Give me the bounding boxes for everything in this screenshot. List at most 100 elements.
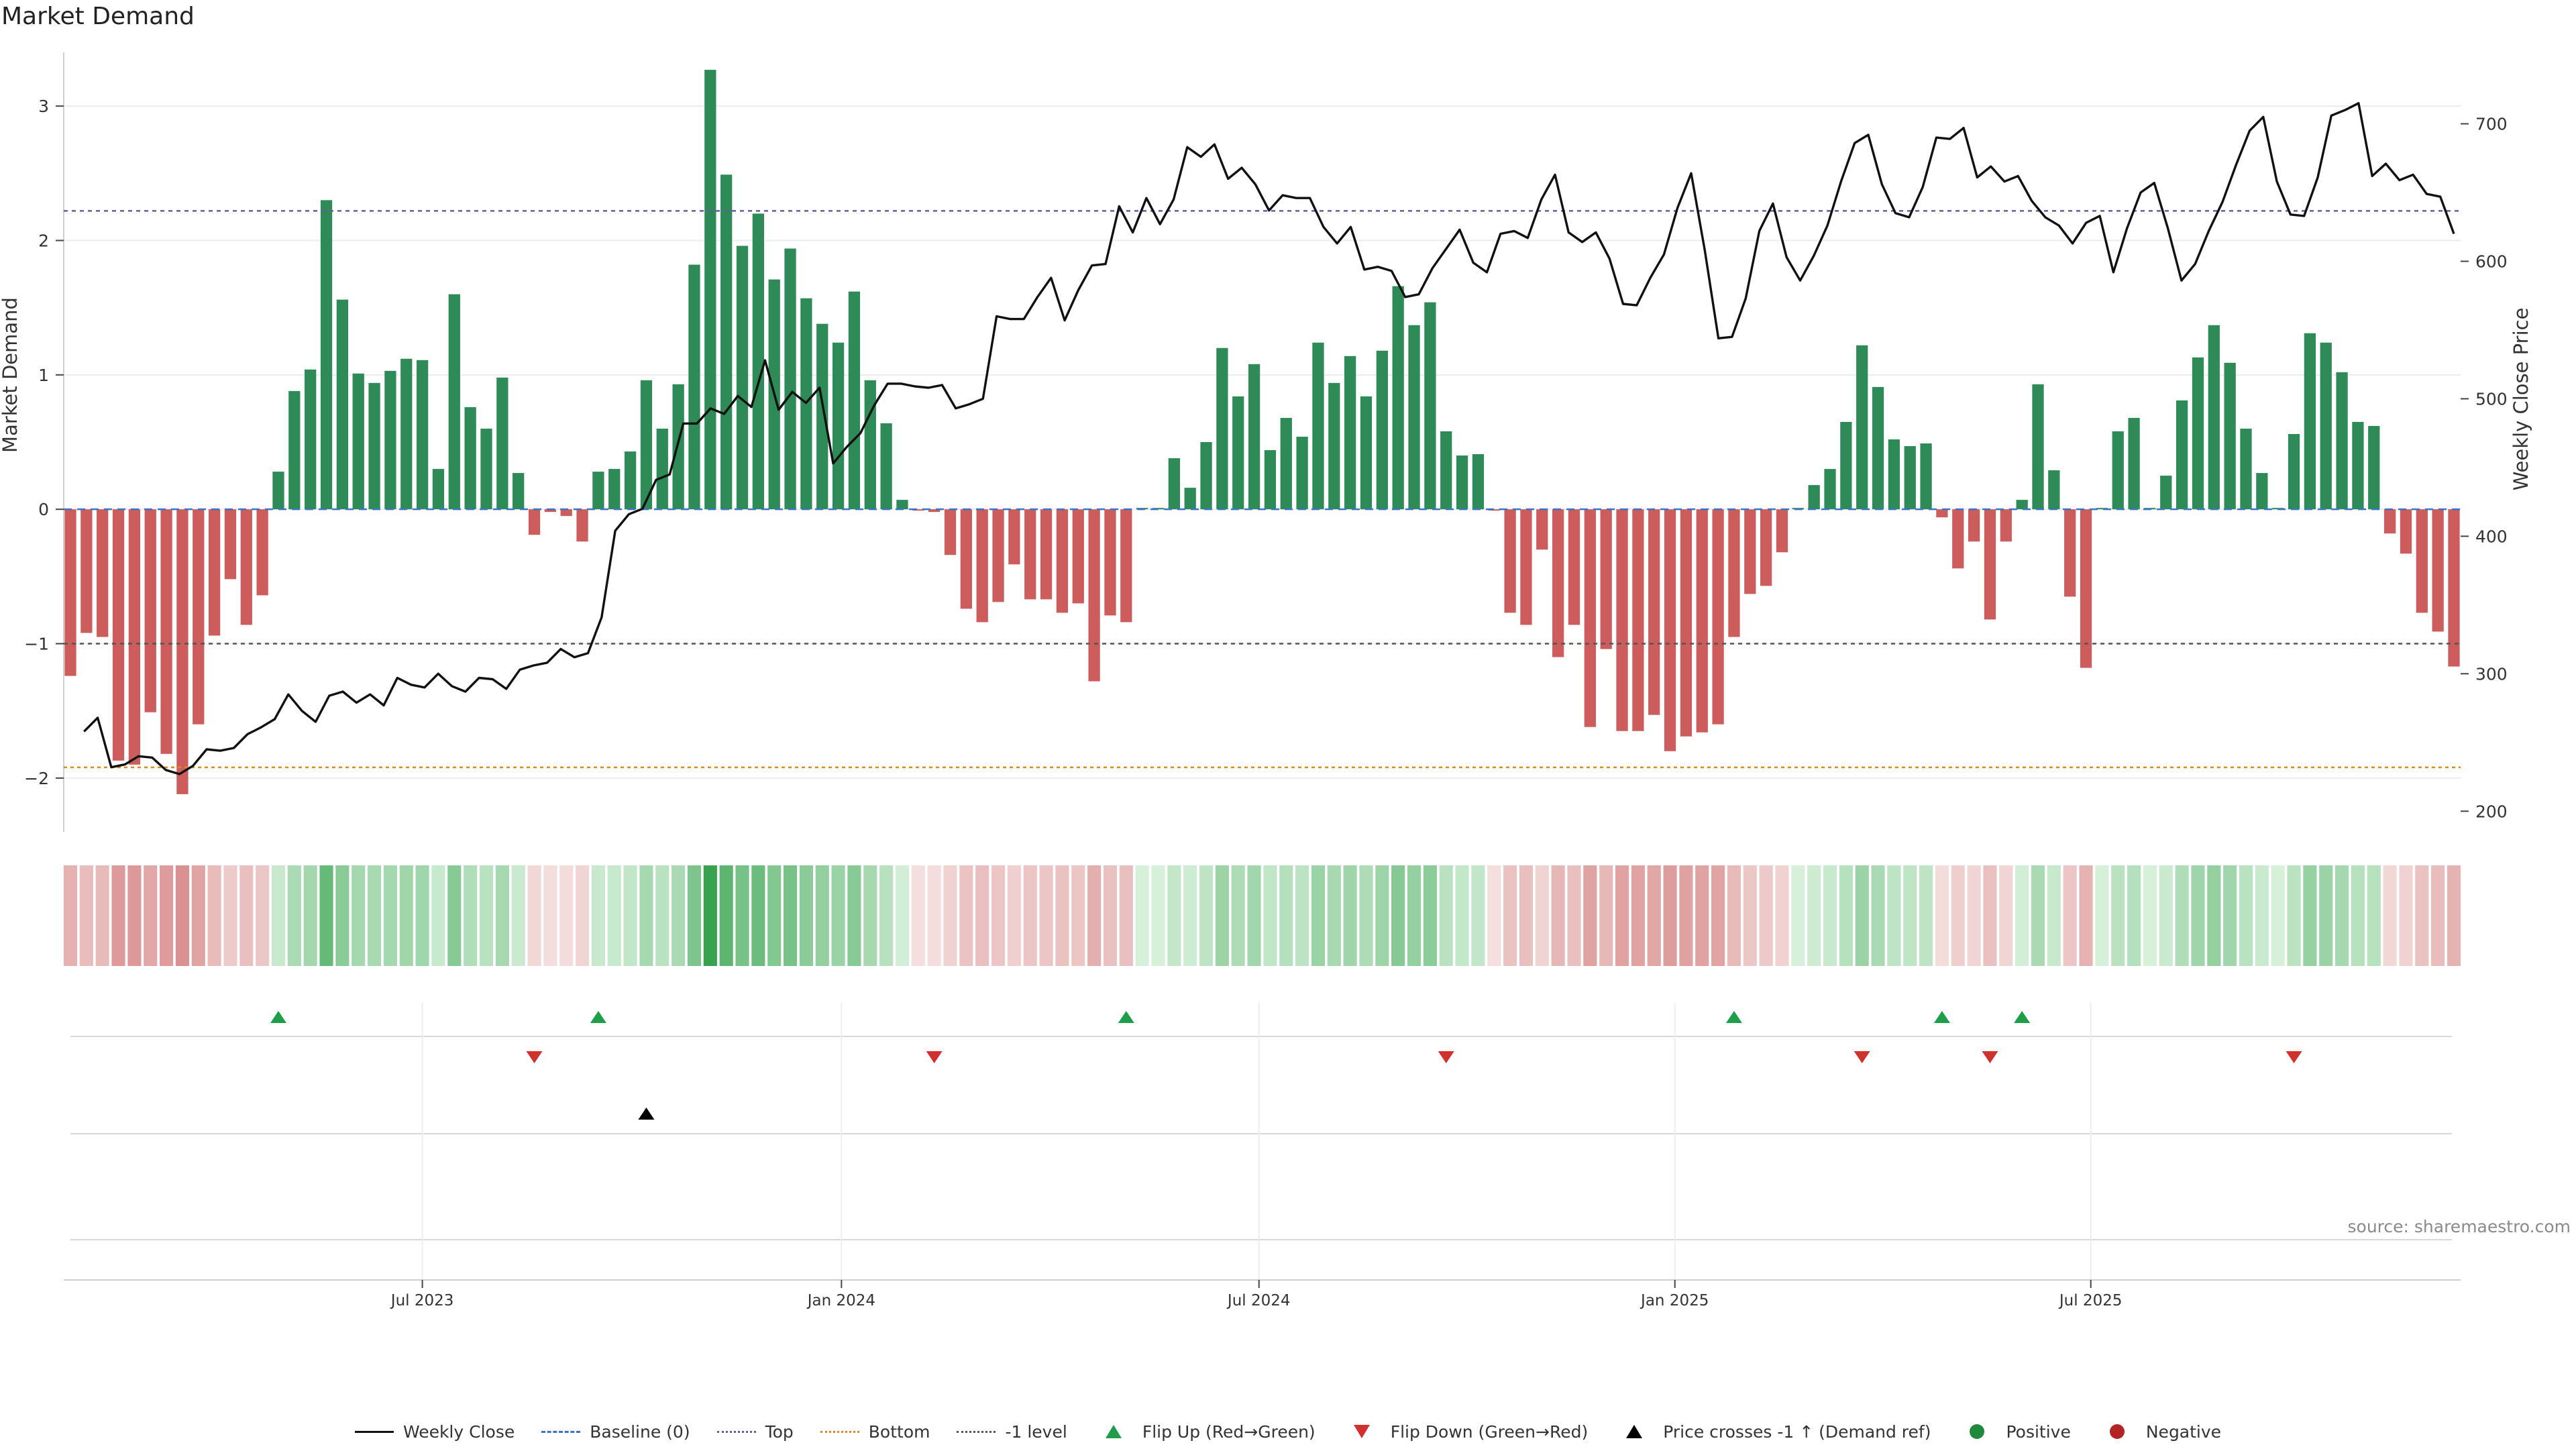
positive-bar — [1840, 421, 1852, 510]
positive-bar — [752, 213, 764, 510]
positive-bar — [2032, 384, 2044, 510]
heatstrip-cell — [1359, 865, 1373, 966]
positive-bar — [1248, 364, 1260, 510]
heatstrip-cell — [2383, 865, 2397, 966]
right-axis-title: Weekly Close Price — [2510, 308, 2532, 491]
heatstrip-cell — [1743, 865, 1757, 966]
flip-down-marker — [1854, 1051, 1870, 1063]
heatstrip-cell — [207, 865, 221, 966]
negative-bar — [1712, 509, 1724, 724]
heatstrip-cell — [479, 865, 494, 966]
heatstrip-cell — [1279, 865, 1293, 966]
positive-bar — [336, 299, 349, 510]
weekly-close-path — [83, 102, 2455, 775]
heatstrip-cell — [1951, 865, 1965, 966]
negative-bar — [928, 509, 941, 513]
negative-bar — [1744, 509, 1756, 594]
heatstrip-cell — [895, 865, 910, 966]
negative-bar — [944, 509, 957, 555]
legend-label: Positive — [2006, 1421, 2071, 1442]
negative-bar — [193, 509, 205, 724]
positive-bar — [464, 407, 476, 510]
heatstrip-cell — [2127, 865, 2141, 966]
negative-bar — [1552, 509, 1564, 657]
negative-bar — [112, 509, 125, 761]
heatstrip-cell — [1215, 865, 1229, 966]
positive-bar — [2160, 476, 2172, 510]
negative-bar — [1648, 509, 1660, 715]
legend-flip-up: Flip Up (Red→Green) — [1094, 1422, 1316, 1442]
legend-baseline: Baseline (0) — [541, 1422, 690, 1442]
positive-bar — [2304, 333, 2316, 510]
legend-label: Bottom — [868, 1421, 930, 1442]
negative-bar — [160, 509, 172, 754]
positive-bar — [1904, 446, 1916, 510]
heatstrip-cell — [863, 865, 877, 966]
heatstrip-cell — [2399, 865, 2413, 966]
negative-bar — [1008, 509, 1020, 565]
dot-icon — [1970, 1424, 1985, 1439]
heatstrip-cell — [256, 865, 270, 966]
right-tick-label: 500 — [2475, 389, 2508, 409]
heatstrip-cell — [175, 865, 189, 966]
legend-label: Baseline (0) — [590, 1421, 690, 1442]
heatstrip-cell — [1439, 865, 1453, 966]
positive-bar — [2320, 342, 2332, 510]
positive-bar — [1472, 454, 1485, 510]
negative-bar — [2064, 509, 2076, 597]
positive-bar — [1216, 347, 1228, 510]
heatstrip-cell — [959, 865, 973, 966]
positive-bar — [496, 377, 508, 510]
legend-label: Negative — [2145, 1421, 2222, 1442]
negative-bar — [560, 509, 572, 517]
negative-bar — [2400, 509, 2412, 554]
negative-bar — [1536, 509, 1548, 550]
legend-price-cross: Price crosses -1 ↑ (Demand ref) — [1615, 1422, 1931, 1442]
heatstrip-cell — [2255, 865, 2269, 966]
dotted-line-swatch-icon — [716, 1424, 756, 1440]
heatstrip-cell — [1503, 865, 1517, 966]
positive-bar — [656, 428, 668, 510]
heatstrip-cell — [607, 865, 621, 966]
heatstrip-cell — [1647, 865, 1661, 966]
heatstrip-cell — [1983, 865, 1997, 966]
positive-bar — [1328, 382, 1340, 510]
heatstrip-cell — [1583, 865, 1597, 966]
heatstrip-cell — [1055, 865, 1069, 966]
legend-top: Top — [716, 1422, 794, 1442]
negative-bar — [128, 509, 141, 765]
heatstrip-cell — [1727, 865, 1741, 966]
positive-bar — [432, 469, 445, 510]
heatstrip-cell — [415, 865, 429, 966]
heatstrip-cell — [559, 865, 574, 966]
positive-bar — [880, 423, 892, 510]
negative-bar — [576, 509, 588, 542]
heatstrip-cell — [575, 865, 590, 966]
negative-bar — [1568, 509, 1580, 625]
heatstrip-cell — [144, 865, 158, 966]
negative-bar — [1760, 509, 1772, 586]
heatstrip-cell — [2223, 865, 2237, 966]
left-tick-label: −2 — [24, 769, 49, 788]
heatstrip-cell — [831, 865, 845, 966]
heatstrip-cell — [927, 865, 941, 966]
source-note: source: sharemaestro.com — [2347, 1217, 2571, 1236]
negative-bar — [97, 509, 109, 637]
heatstrip-cell — [1775, 865, 1789, 966]
negative-bar — [992, 509, 1004, 602]
positive-bar — [1360, 396, 1373, 510]
heatstrip-cell — [623, 865, 637, 966]
heatstrip-cell — [1999, 865, 2013, 966]
x-tick-label: Jan 2024 — [806, 1292, 875, 1309]
positive-bar — [608, 469, 621, 510]
legend-label: Weekly Close — [402, 1421, 515, 1442]
negative-bar — [1104, 509, 1116, 616]
negative-bar — [528, 509, 541, 535]
heatstrip-cell — [2015, 865, 2029, 966]
heatstrip-cell — [1839, 865, 1853, 966]
positive-bar — [864, 380, 876, 510]
right-tick-label: 200 — [2475, 802, 2508, 821]
positive-bar — [720, 174, 733, 510]
heatstrip-cell — [383, 865, 397, 966]
flip-up-marker — [2014, 1011, 2031, 1023]
